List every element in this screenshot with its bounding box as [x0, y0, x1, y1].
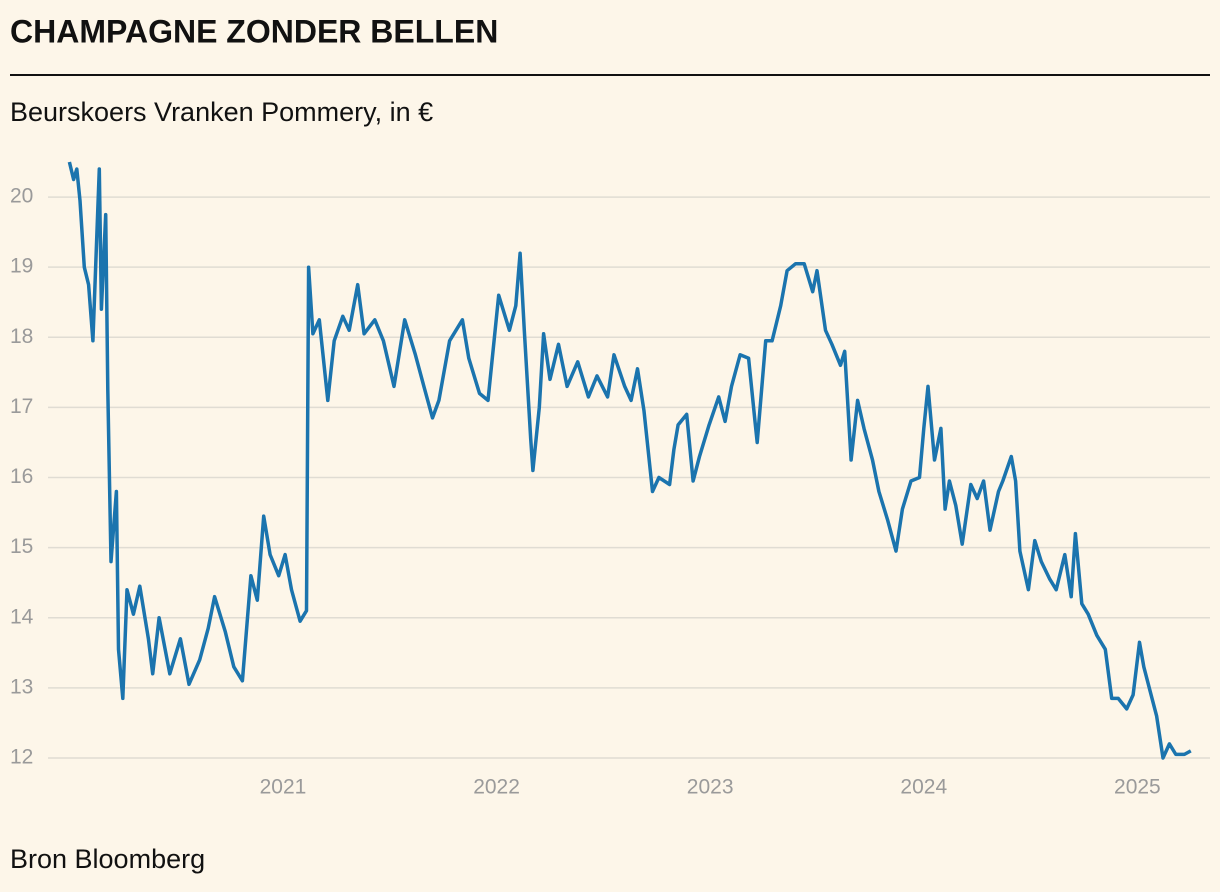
x-tick-label: 2023: [687, 776, 734, 799]
price-line: [67, 161, 1192, 760]
x-tick-label: 2021: [260, 776, 307, 799]
y-tick-label: 20: [10, 185, 33, 208]
y-tick-label: 14: [10, 605, 34, 628]
y-tick-label: 17: [10, 395, 33, 418]
y-tick-label: 12: [10, 746, 33, 769]
y-tick-label: 18: [10, 325, 33, 348]
chart-title: CHAMPAGNE ZONDER BELLEN: [10, 13, 498, 49]
y-tick-label: 19: [10, 255, 33, 278]
y-tick-label: 15: [10, 535, 33, 558]
x-tick-label: 2022: [473, 776, 520, 799]
y-tick-label: 13: [10, 675, 33, 698]
source: Bron Bloomberg: [10, 844, 205, 874]
chart-subtitle: Beurskoers Vranken Pommery, in €: [10, 97, 433, 127]
y-tick-label: 16: [10, 465, 33, 488]
x-tick-label: 2025: [1114, 776, 1161, 799]
x-tick-label: 2024: [900, 776, 947, 799]
